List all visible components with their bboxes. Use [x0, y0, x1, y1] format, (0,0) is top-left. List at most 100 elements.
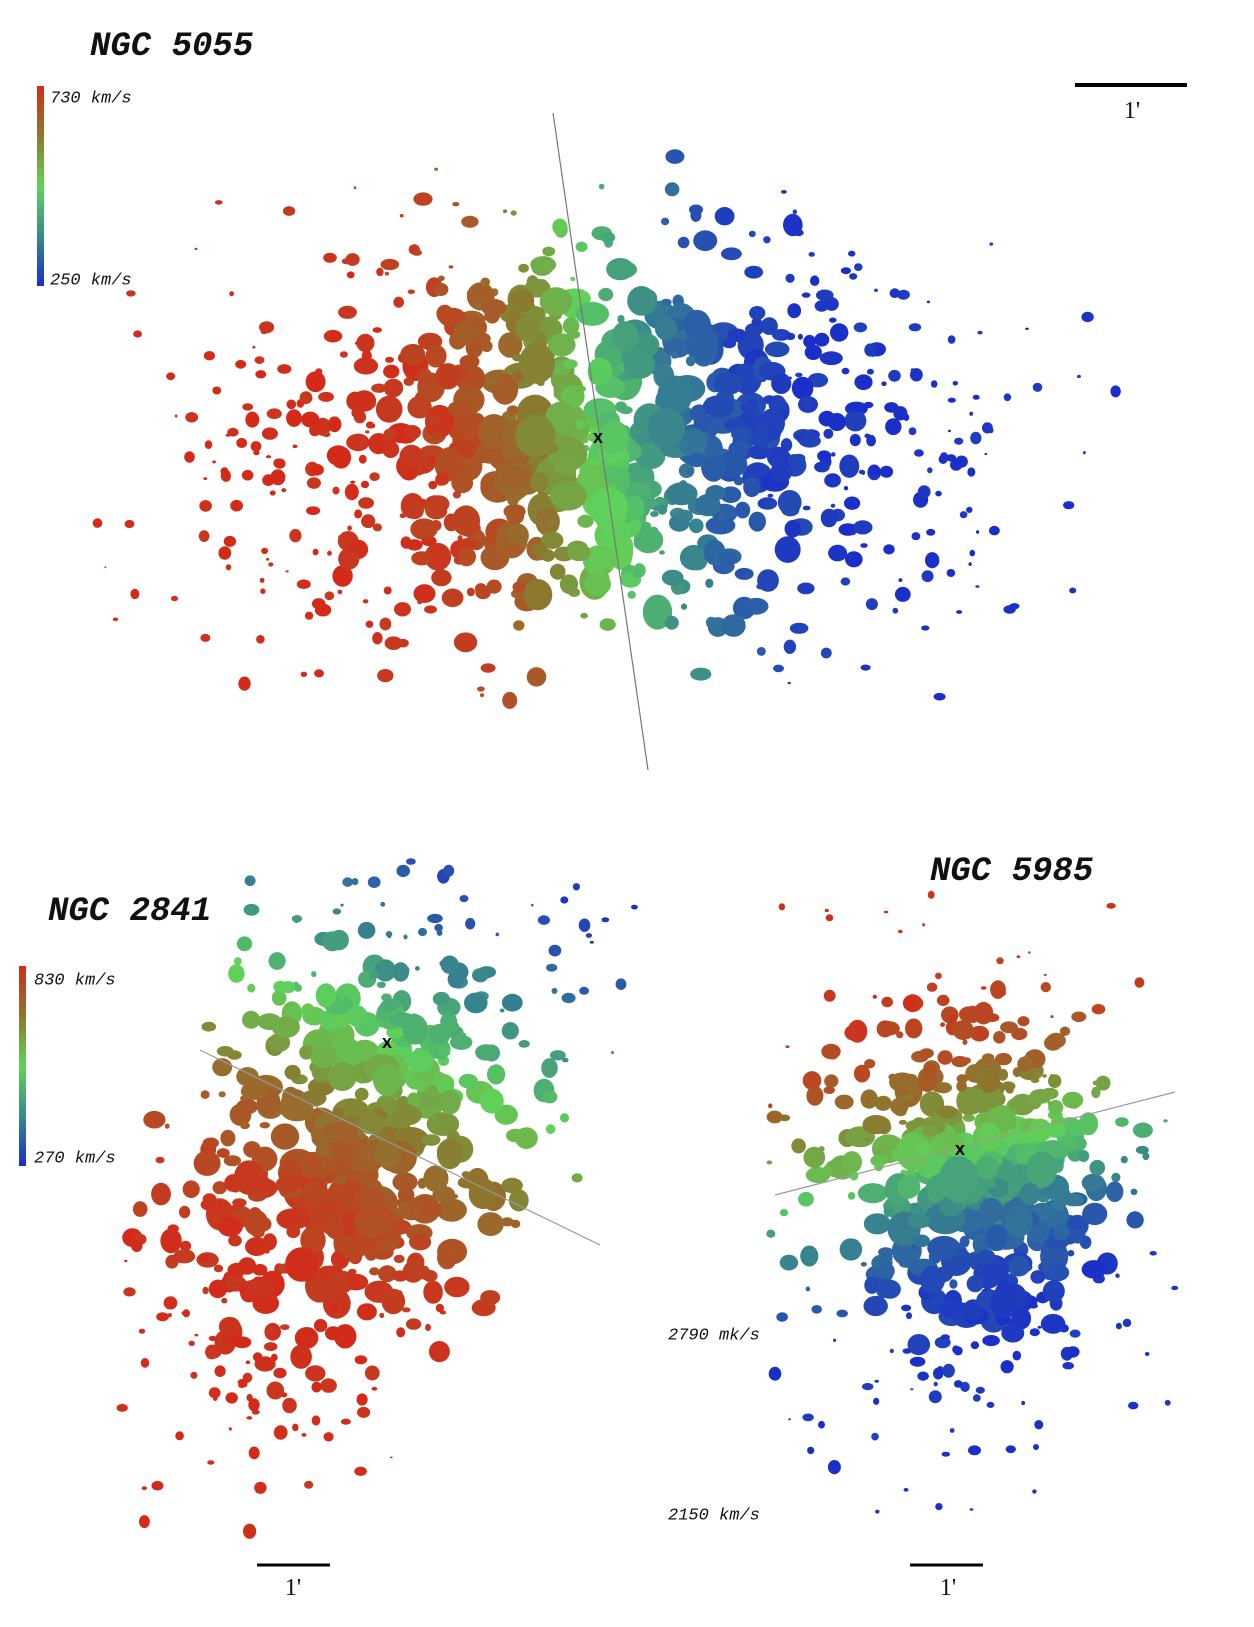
gas-blob — [920, 1266, 945, 1294]
gas-blob — [1006, 1445, 1016, 1453]
gas-blob — [612, 321, 639, 351]
gas-blob — [394, 602, 411, 616]
gas-blob — [779, 1115, 790, 1122]
gas-blob — [854, 322, 867, 332]
gas-blob — [376, 268, 383, 276]
gas-blob — [576, 242, 588, 252]
gas-blob — [662, 570, 684, 586]
gas-blob — [952, 1345, 959, 1353]
gas-blob — [548, 333, 576, 356]
gas-blob — [823, 1165, 833, 1176]
gas-blob — [506, 509, 524, 524]
gas-blob — [798, 334, 803, 340]
gas-blob — [507, 405, 519, 416]
gas-blob — [321, 1146, 331, 1157]
gas-blob — [373, 327, 382, 333]
gas-blob — [502, 994, 523, 1012]
gas-blob — [408, 290, 415, 295]
gas-blob — [1025, 328, 1029, 330]
gas-blob — [703, 395, 734, 418]
gas-blob — [465, 918, 475, 930]
gas-blob — [353, 1208, 390, 1237]
gas-blob — [854, 263, 863, 271]
gas-blob — [173, 1249, 195, 1263]
gas-blob — [926, 529, 935, 536]
gas-blob — [689, 519, 704, 534]
gas-blob — [427, 416, 440, 426]
gas-blob — [1010, 1108, 1017, 1113]
gas-blob — [435, 473, 449, 486]
gas-blob — [355, 342, 360, 345]
gas-blob — [899, 1120, 907, 1125]
gas-blob — [113, 618, 119, 622]
gas-blob — [1106, 903, 1115, 909]
gas-blob — [848, 1020, 868, 1043]
gas-blob — [338, 548, 359, 570]
gas-blob — [206, 1345, 221, 1359]
gas-blob — [884, 1207, 894, 1217]
gas-blob — [221, 1298, 227, 1304]
gas-blob — [271, 1123, 299, 1149]
gas-blob — [989, 1180, 996, 1187]
gas-blob — [666, 482, 698, 505]
gas-blob — [590, 941, 594, 944]
gas-blob — [1062, 1362, 1074, 1369]
gas-blob — [255, 370, 266, 378]
gas-blob — [853, 520, 873, 534]
gas-blob — [361, 481, 369, 489]
gas-blob — [378, 400, 396, 419]
gas-blob — [803, 1147, 825, 1168]
gas-blob — [142, 1486, 147, 1490]
gas-blob — [905, 1018, 922, 1038]
gas-blob — [438, 276, 445, 282]
gas-blob — [937, 1106, 958, 1119]
gas-blob — [420, 499, 426, 504]
gas-blob — [883, 544, 894, 554]
gas-blob — [871, 1433, 879, 1441]
panel-title: NGC 5055 — [90, 28, 253, 66]
gas-blob — [806, 1287, 811, 1292]
gas-blob — [384, 379, 404, 398]
gas-blob — [411, 551, 432, 565]
gas-blob — [382, 1289, 406, 1315]
gas-blob — [382, 441, 399, 458]
gas-blob — [718, 514, 726, 521]
gas-blob — [748, 445, 771, 459]
gas-blob — [141, 1358, 149, 1368]
gas-blob — [780, 1209, 788, 1216]
gas-blob — [93, 518, 103, 528]
gas-blob — [358, 1077, 364, 1084]
gas-blob — [627, 286, 655, 316]
colorbar-max: 2790 mk/s — [668, 1326, 760, 1345]
gas-blob — [123, 1287, 135, 1296]
gas-blob — [665, 149, 684, 164]
gas-blob — [245, 412, 259, 428]
gas-blob — [901, 1305, 911, 1312]
gas-blob — [338, 590, 343, 595]
gas-blob — [530, 256, 556, 273]
gas-blob — [384, 587, 392, 595]
gas-blob — [355, 1088, 369, 1101]
gas-blob — [372, 1387, 378, 1391]
gas-blob — [851, 532, 856, 535]
gas-blob — [332, 487, 339, 495]
gas-blob — [214, 1265, 223, 1273]
gas-blob — [292, 915, 302, 922]
gas-blob — [820, 351, 843, 365]
gas-blob — [513, 620, 524, 630]
gas-blob — [403, 1014, 428, 1044]
gas-blob — [713, 372, 742, 395]
gas-blob — [246, 1360, 251, 1364]
gas-blob — [404, 377, 414, 386]
gas-blob — [1033, 383, 1043, 392]
gas-blob — [333, 908, 341, 914]
gas-blob — [328, 416, 342, 432]
gas-blob — [803, 506, 811, 511]
gas-blob — [247, 984, 255, 993]
gas-blob — [428, 1038, 433, 1042]
gas-blob — [560, 574, 578, 594]
gas-blob — [467, 588, 475, 597]
gas-blob — [758, 497, 778, 509]
gas-blob — [425, 1085, 439, 1098]
gas-blob — [369, 971, 378, 979]
